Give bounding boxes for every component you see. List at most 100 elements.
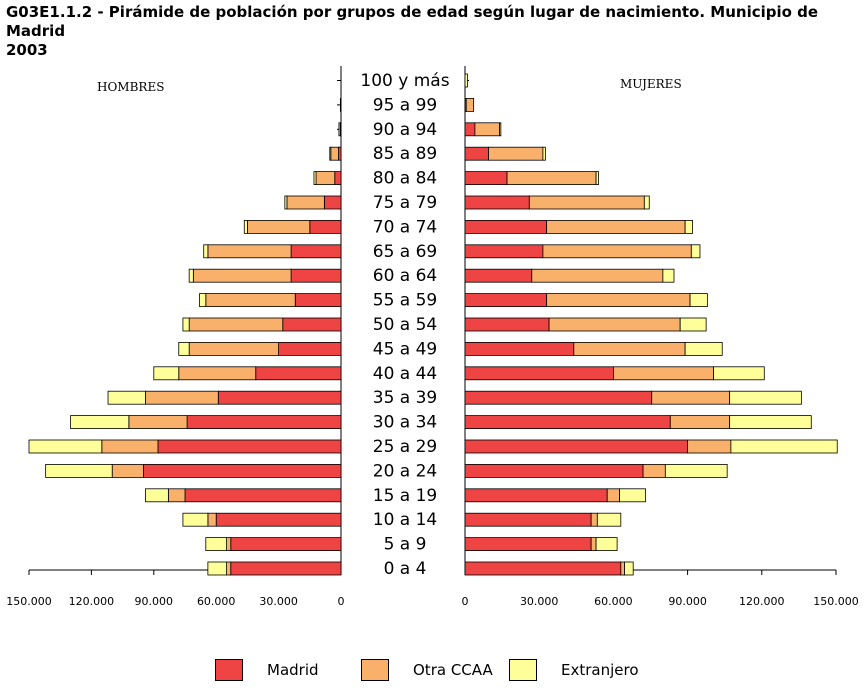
left-axis-tick-label: 30.000: [259, 595, 298, 608]
age-group-label: 90 a 94: [373, 120, 438, 140]
bar-hombres-madrid: [157, 439, 342, 454]
bar-mujeres-otra-ccaa: [606, 488, 620, 503]
bar-mujeres-madrid: [464, 195, 530, 210]
bar-mujeres-extranjero: [684, 219, 693, 234]
legend-swatch-extranjero: [509, 659, 537, 681]
left-axis-tick-label: 60.000: [197, 595, 236, 608]
bar-mujeres-extranjero: [464, 73, 468, 88]
bar-mujeres-otra-ccaa: [590, 537, 597, 551]
age-group-label: 80 a 84: [373, 169, 438, 189]
bar-mujeres-extranjero: [596, 512, 622, 527]
bar-hombres-extranjero: [182, 512, 209, 527]
bar-mujeres-extranjero: [713, 366, 765, 381]
bar-hombres-madrid: [334, 171, 342, 186]
bar-mujeres-otra-ccaa: [542, 244, 692, 259]
bar-hombres-otra-ccaa: [188, 341, 280, 356]
bar-hombres-extranjero: [70, 415, 130, 430]
age-group-label: 65 a 69: [373, 242, 438, 262]
bar-hombres-otra-ccaa: [338, 122, 341, 137]
bar-mujeres-madrid: [464, 268, 533, 283]
mujeres-label: MUJERES: [620, 77, 682, 91]
bar-mujeres-madrid: [464, 463, 644, 478]
bar-hombres-extranjero: [153, 366, 180, 381]
bar-mujeres-extranjero: [729, 415, 812, 430]
legend-item-madrid: Madrid: [215, 657, 319, 683]
age-labels-group: 100 y más 95 a 99 90 a 94 85 a 89 80 a 84 75 …: [360, 71, 449, 579]
age-group-label: 15 a 19: [373, 486, 438, 506]
bar-hombres-madrid: [230, 561, 342, 576]
age-group-label: 10 a 14: [373, 510, 438, 530]
bar-hombres-otra-ccaa: [330, 146, 339, 161]
legend: Madrid Otra CCAA Extranjero: [215, 657, 855, 683]
bar-hombres-extranjero: [28, 439, 103, 454]
legend-swatch-madrid: [215, 659, 243, 681]
bar-hombres-otra-ccaa: [145, 390, 219, 405]
bar-hombres-extranjero: [107, 390, 146, 405]
bar-hombres-extranjero: [199, 293, 207, 308]
bar-hombres-madrid: [294, 293, 342, 308]
age-group-label: 55 a 59: [373, 291, 438, 311]
population-pyramid-chart: 150.000 120.000 90.000 60.000 30.000 0 0 30.00…: [6, 66, 859, 608]
right-axis-tick-label: 120.000: [739, 595, 785, 608]
bar-hombres-madrid: [282, 317, 342, 332]
bar-mujeres-madrid: [464, 244, 544, 259]
left-axis: 150.000 120.000 90.000 60.000 30.000 0: [6, 66, 345, 608]
bar-mujeres-otra-ccaa: [506, 171, 597, 186]
bar-mujeres-otra-ccaa: [531, 268, 664, 283]
age-group-label: 30 a 34: [373, 413, 438, 433]
bar-hombres-extranjero: [243, 219, 248, 234]
legend-item-otra-ccaa: Otra CCAA: [361, 657, 493, 683]
bar-mujeres-extranjero: [689, 293, 708, 308]
bar-mujeres-madrid: [464, 561, 622, 576]
bar-mujeres-extranjero: [684, 341, 723, 356]
left-axis-tick-label: 90.000: [135, 595, 174, 608]
legend-label-madrid: Madrid: [267, 661, 319, 679]
bar-mujeres-extranjero: [595, 171, 599, 186]
right-axis-tick-label: 60.000: [594, 595, 633, 608]
bar-mujeres-extranjero: [595, 537, 618, 551]
legend-label-otra-ccaa: Otra CCAA: [413, 661, 493, 679]
bar-mujeres-otra-ccaa: [548, 317, 681, 332]
age-group-label: 70 a 74: [373, 217, 438, 237]
bar-hombres-madrid: [323, 195, 342, 210]
bar-hombres-otra-ccaa: [207, 244, 292, 259]
bar-hombres-extranjero: [178, 341, 190, 356]
bar-mujeres-otra-ccaa: [620, 561, 625, 576]
age-group-label: 35 a 39: [373, 388, 438, 408]
bar-hombres-otra-ccaa: [111, 463, 144, 478]
chart-title: G03E1.1.2 - Pirámide de población por gr…: [6, 3, 819, 59]
age-group-label: 100 y más: [360, 71, 449, 91]
bar-mujeres-madrid: [464, 390, 653, 405]
bar-hombres-madrid: [290, 268, 342, 283]
bar-mujeres-extranjero: [679, 317, 707, 332]
bar-mujeres-otra-ccaa: [488, 146, 544, 161]
bar-mujeres-madrid: [464, 439, 689, 454]
bar-mujeres-extranjero: [619, 488, 646, 503]
bar-hombres-otra-ccaa: [188, 317, 284, 332]
age-group-label: 45 a 49: [373, 339, 438, 359]
age-group-label: 95 a 99: [373, 95, 438, 115]
right-axis-tick-label: 150.000: [813, 595, 859, 608]
bar-hombres-otra-ccaa: [167, 488, 186, 503]
bar-hombres-otra-ccaa: [339, 98, 342, 112]
bar-mujeres-extranjero: [690, 244, 701, 259]
bar-hombres-madrid: [278, 341, 342, 356]
bar-mujeres-extranjero: [730, 439, 838, 454]
bar-hombres-madrid: [217, 390, 342, 405]
bar-mujeres-madrid: [464, 146, 489, 161]
bar-hombres-extranjero: [284, 195, 288, 210]
age-group-label: 5 a 9: [384, 535, 427, 555]
bar-hombres-extranjero: [145, 488, 169, 503]
bar-mujeres-madrid: [464, 415, 671, 430]
bar-hombres-extranjero: [207, 561, 228, 576]
bar-hombres-otra-ccaa: [192, 268, 292, 283]
left-axis-tick-label: 120.000: [69, 595, 115, 608]
age-group-label: 50 a 54: [373, 315, 438, 335]
bar-mujeres-madrid: [464, 317, 550, 332]
age-group-label: 0 a 4: [384, 559, 427, 579]
bar-mujeres-madrid: [464, 293, 548, 308]
bar-mujeres-madrid: [464, 171, 508, 186]
bar-mujeres-otra-ccaa: [642, 463, 666, 478]
bar-hombres-extranjero: [205, 537, 228, 551]
bar-hombres-otra-ccaa: [207, 512, 217, 527]
